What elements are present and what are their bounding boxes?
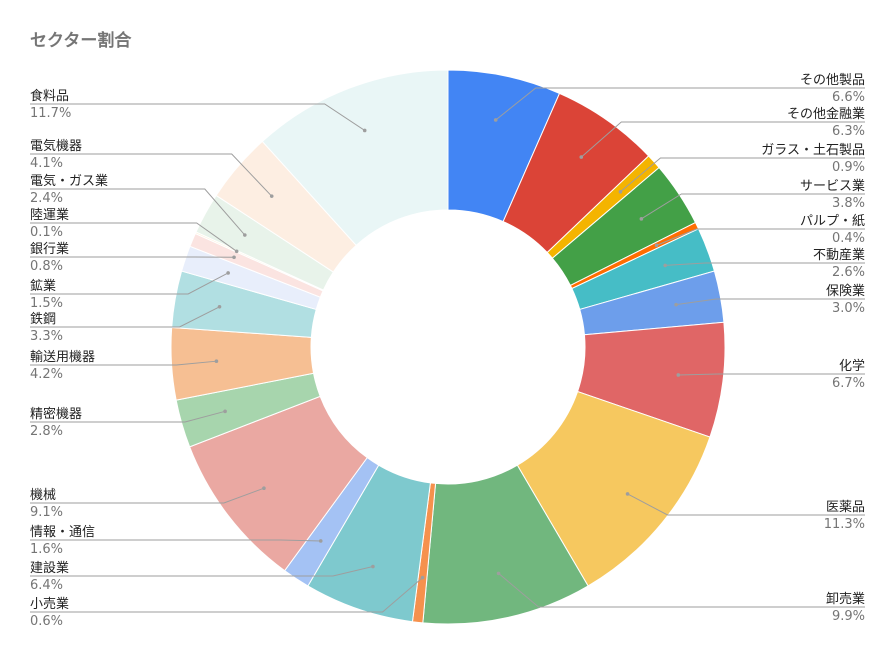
leader-dot	[362, 128, 367, 133]
leader-dot	[371, 564, 375, 569]
leader-line	[30, 487, 265, 504]
slice-label: ガラス・土石製品	[761, 143, 865, 158]
leader-dot	[493, 118, 498, 122]
leader-dot	[420, 575, 425, 580]
leader-line	[665, 262, 865, 266]
leader-line	[30, 153, 273, 197]
leader-dot	[579, 155, 584, 159]
leader-line	[627, 493, 865, 516]
slice-label: 銀行業	[30, 241, 69, 257]
leader-line	[30, 222, 237, 252]
leader-dot	[618, 189, 623, 194]
slice-percent-label: 6.7%	[832, 376, 865, 391]
slice-percent-label: 0.1%	[30, 225, 63, 240]
slice-percent-label: 4.1%	[30, 156, 63, 171]
labels-group: その他製品 6.6%その他金融業 6.3% ガラス・土石製品 0.9% サービス業 3.8%…	[30, 73, 865, 629]
leader-lines-group	[30, 87, 865, 613]
slice-label: 不動産業	[813, 247, 865, 263]
leader-line	[676, 298, 865, 306]
slice-percent-label: 9.9%	[832, 609, 865, 624]
leader-line	[30, 272, 229, 295]
slice-label: 輸送用機器	[30, 350, 95, 365]
leader-line	[30, 410, 226, 423]
slice-percent-label: 9.1%	[30, 505, 63, 520]
leader-line	[580, 121, 865, 158]
slice-label: 保険業	[826, 283, 865, 299]
slice-percent-label: 11.3%	[824, 517, 865, 532]
slice-label: 食料品	[30, 88, 69, 104]
slice-percent-label: 2.4%	[30, 191, 63, 206]
leader-line	[620, 157, 865, 193]
slice-label: 電気機器	[30, 138, 82, 154]
slice-label: 電気・ガス業	[30, 173, 108, 189]
slice-label: 情報・通信	[30, 525, 95, 540]
leader-line	[30, 577, 423, 613]
slice-percent-label: 3.8%	[832, 196, 865, 211]
leader-line	[498, 573, 865, 608]
slice-percent-label: 11.7%	[30, 106, 71, 121]
leader-dot	[496, 571, 501, 576]
slice-label: 卸売業	[826, 591, 865, 607]
leader-dot	[654, 243, 659, 248]
chart-title: セクター割合	[30, 31, 132, 51]
leader-dot	[674, 302, 678, 307]
slice-percent-label: 3.3%	[30, 329, 63, 344]
leader-dot	[217, 304, 222, 309]
slice-percent-label: 2.8%	[30, 424, 63, 439]
slice-percent-label: 6.4%	[30, 578, 63, 593]
leader-dot	[223, 409, 227, 414]
slice-label: 鉱業	[30, 278, 56, 294]
slice-percent-label: 1.6%	[30, 542, 63, 557]
slice-percent-label: 3.0%	[832, 301, 865, 316]
slice-percent-label: 0.9%	[832, 160, 865, 175]
slice-label: 機械	[30, 488, 56, 503]
slice-label: その他製品	[800, 73, 865, 88]
slice-percent-label: 6.6%	[832, 90, 865, 105]
leader-line	[30, 566, 374, 577]
slices-group	[170, 69, 726, 625]
leader-line	[30, 103, 365, 131]
slice-label: 精密機器	[30, 406, 82, 422]
slice-percent-label: 2.6%	[832, 265, 865, 280]
slice-percent-label: 1.5%	[30, 296, 63, 311]
slice-label: その他金融業	[787, 106, 865, 122]
leader-line	[30, 539, 321, 542]
leader-dot	[226, 271, 230, 275]
slice-label: 小売業	[30, 596, 69, 612]
slice-医薬品[interactable]	[516, 390, 711, 587]
slice-percent-label: 6.3%	[832, 124, 865, 139]
slice-percent-label: 4.2%	[30, 367, 63, 382]
leader-line	[30, 360, 217, 366]
leader-dot	[639, 217, 644, 221]
slice-label: 建設業	[30, 560, 69, 576]
leader-line	[656, 228, 865, 246]
slice-percent-label: 0.6%	[30, 614, 63, 629]
slice-食料品[interactable]	[261, 69, 449, 247]
slice-label: パルプ・紙	[800, 214, 865, 229]
leader-dot	[269, 194, 274, 198]
leader-dot	[663, 263, 667, 268]
slice-label: 医薬品	[826, 500, 865, 515]
leader-line	[678, 373, 865, 376]
leader-dot	[262, 486, 266, 491]
leader-dot	[318, 539, 323, 543]
leader-dot	[232, 255, 236, 260]
leader-dot	[234, 249, 239, 254]
slice-label: 陸運業	[30, 207, 69, 223]
leader-dot	[676, 373, 681, 377]
slice-percent-label: 0.8%	[30, 259, 63, 274]
leader-line	[495, 87, 865, 121]
leader-line	[641, 193, 865, 220]
slice-label: 鉄鋼	[30, 312, 56, 327]
leader-dot	[625, 492, 630, 496]
leader-dot	[243, 233, 247, 237]
leader-line	[30, 188, 246, 236]
slice-percent-label: 0.4%	[832, 231, 865, 246]
slice-label: サービス業	[800, 178, 865, 194]
slice-label: 化学	[839, 358, 865, 374]
leader-dot	[214, 359, 219, 363]
leader-line	[30, 306, 220, 328]
